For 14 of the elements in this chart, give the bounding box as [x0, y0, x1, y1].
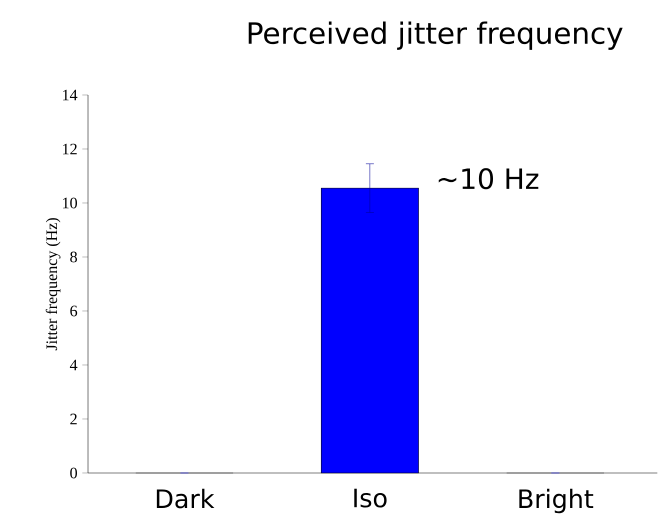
x-tick-label: Iso	[354, 488, 387, 508]
y-tick-label: 10	[63, 198, 77, 208]
chart-title: Perceived jitter frequency	[248, 21, 623, 50]
x-tick-label: Bright	[519, 488, 594, 514]
y-tick-label: 2	[70, 414, 77, 424]
annotation: ~10 Hz	[438, 168, 538, 190]
x-tick-label: Dark	[156, 488, 214, 508]
y-tick-label: 8	[70, 252, 77, 262]
y-tick-label: 12	[63, 144, 77, 154]
y-tick-label: 14	[63, 90, 78, 100]
y-tick-label: 6	[70, 306, 78, 316]
y-tick-label: 4	[70, 360, 78, 370]
y-tick-label: 0	[70, 468, 77, 478]
y-axis-title: Jitter frequency (Hz)	[46, 218, 60, 350]
